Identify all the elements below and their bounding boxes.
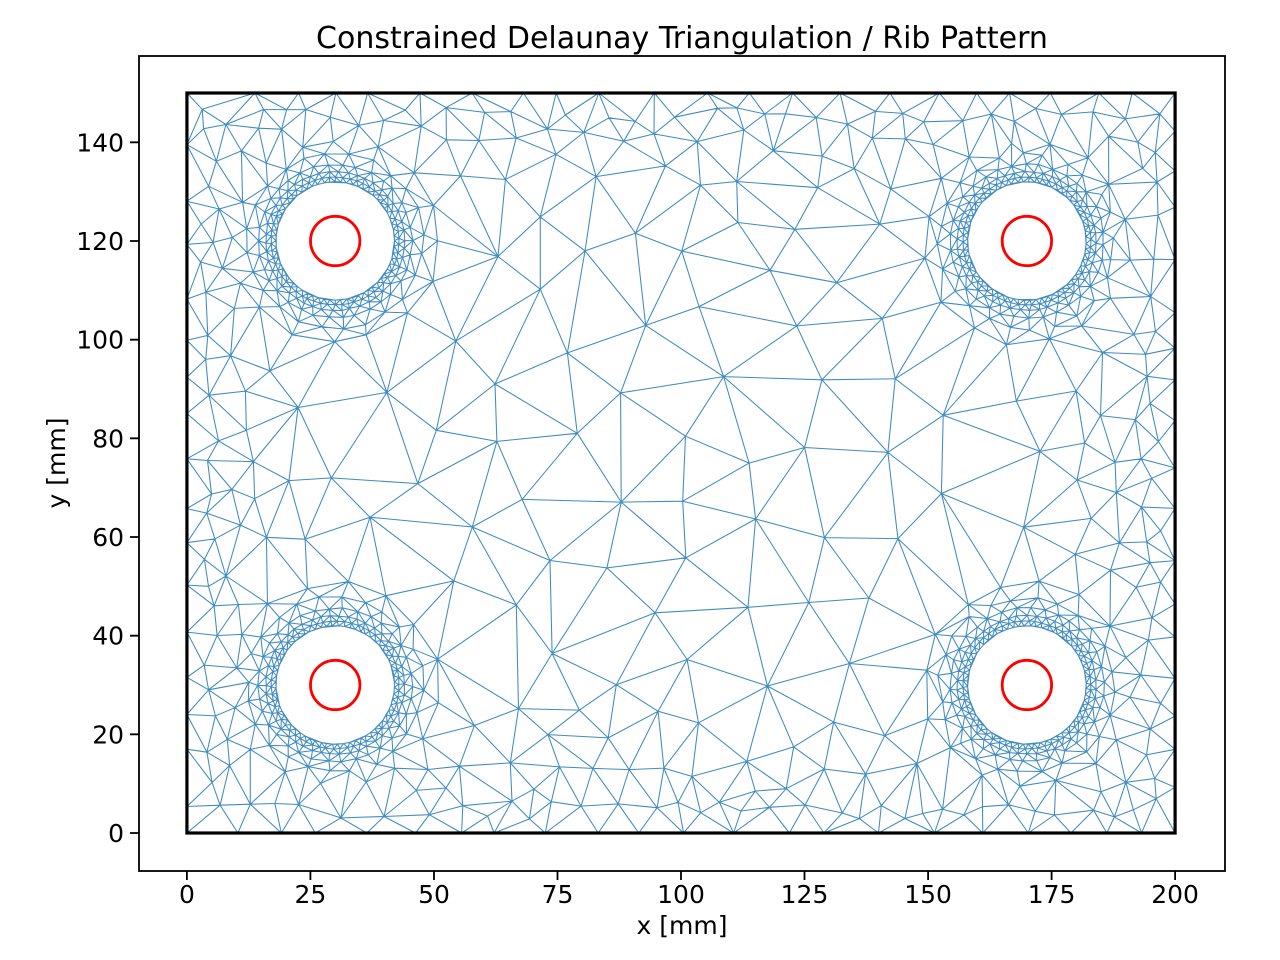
mesh-edges <box>186 92 1176 834</box>
bolt-hole-circle <box>1000 658 1054 712</box>
x-tick-label: 25 <box>294 880 326 909</box>
bolt-hole-circle <box>1000 214 1054 268</box>
x-tick-label: 0 <box>179 880 195 909</box>
x-tick-label: 50 <box>418 880 450 909</box>
y-tick-label: 60 <box>92 523 124 552</box>
x-tick-label: 200 <box>1151 880 1199 909</box>
x-tick-label: 150 <box>904 880 952 909</box>
y-axis-label: y [mm] <box>42 417 71 509</box>
x-tick-label: 75 <box>542 880 574 909</box>
y-tick-label: 80 <box>92 424 124 453</box>
y-tick-label: 120 <box>76 227 124 256</box>
x-tick-label: 125 <box>781 880 829 909</box>
tick-marks <box>130 141 1176 880</box>
y-tick-label: 20 <box>92 720 124 749</box>
bolt-hole-circle <box>309 214 362 268</box>
y-tick-label: 140 <box>76 128 124 157</box>
x-tick-label: 175 <box>1028 880 1076 909</box>
y-tick-label: 0 <box>108 819 124 848</box>
plate-boundary <box>185 91 1177 835</box>
y-tick-label: 100 <box>76 326 124 355</box>
x-axis-label: x [mm] <box>636 911 728 940</box>
chart-title: Constrained Delaunay Triangulation / Rib… <box>316 21 1048 56</box>
y-tick-label: 40 <box>92 622 124 651</box>
bolt-hole-circle <box>309 658 362 712</box>
axes-spines <box>138 55 1226 872</box>
x-tick-label: 100 <box>657 880 705 909</box>
